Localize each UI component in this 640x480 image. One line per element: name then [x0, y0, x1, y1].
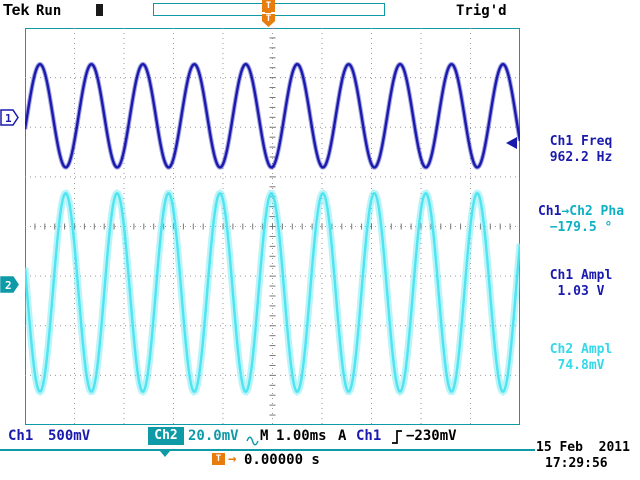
timebase-value: 1.00ms	[276, 428, 327, 444]
measurement-label: Ch1→Ch2 Pha	[522, 204, 640, 220]
measurement-ch1-freq: Ch1 Freq 962.2 Hz	[522, 134, 640, 166]
measurement-value: 1.03 V	[557, 284, 605, 299]
grid-lines	[24, 27, 521, 425]
trigger-status: Trig'd	[456, 3, 507, 19]
waveform-traces	[21, 61, 524, 397]
measurement-label: Ch1 Freq	[549, 134, 613, 149]
measurement-label-src: Ch1	[537, 204, 562, 219]
measurement-label-rest: →Ch2 Pha	[561, 204, 625, 219]
date-readout: 15 Feb 2011	[536, 440, 630, 455]
ch2-marker: 2	[0, 276, 20, 298]
trigger-time-t-icon: T	[212, 453, 225, 465]
measurement-ch1-ch2-phase: Ch1→Ch2 Pha −179.5 °	[522, 204, 640, 236]
rising-edge-icon	[391, 429, 403, 449]
ch2-select-indicator-icon	[160, 451, 170, 457]
trigger-time-arrow-icon: →	[228, 451, 237, 467]
timebase-label: M	[260, 428, 269, 444]
trigger-mode-label: A	[338, 428, 347, 444]
tek-logo: Tek	[3, 2, 30, 19]
trigger-level-arrow-icon	[506, 137, 517, 149]
ch1-scale-label: Ch1	[8, 428, 34, 444]
display-block-icon	[96, 4, 103, 16]
time-readout: 17:29:56	[545, 456, 608, 471]
acquisition-state: Run	[36, 3, 62, 19]
measurement-value: 962.2 Hz	[549, 150, 613, 165]
graticule	[21, 27, 524, 425]
measurement-value: 74.8mV	[557, 358, 605, 373]
measurement-value: −179.5 °	[549, 220, 613, 235]
ch1-marker: 1	[0, 109, 20, 131]
trigger-position-marker-icon: T	[262, 14, 275, 27]
ch1-scale-value: 500mV	[48, 428, 91, 444]
status-bar-divider	[0, 449, 535, 451]
trigger-time-value: 0.00000 s	[244, 452, 320, 468]
measurement-label: Ch2 Ampl	[549, 342, 613, 357]
waveform-display	[21, 27, 524, 425]
ac-coupling-sine-icon	[246, 431, 259, 450]
measurement-ch2-ampl: Ch2 Ampl 74.8mV	[522, 342, 640, 374]
trigger-level-value: −230mV	[406, 428, 457, 444]
ch1-marker-label: 1	[5, 112, 12, 125]
ch2-scale-label: Ch2	[148, 427, 184, 445]
trigger-source-label: Ch1	[356, 428, 382, 444]
ch2-scale-value: 20.0mV	[188, 428, 239, 444]
trigger-t-icon: T	[262, 0, 275, 12]
measurement-ch1-ampl: Ch1 Ampl 1.03 V	[522, 268, 640, 300]
measurement-label: Ch1 Ampl	[549, 268, 613, 283]
ch2-marker-label: 2	[5, 279, 12, 292]
